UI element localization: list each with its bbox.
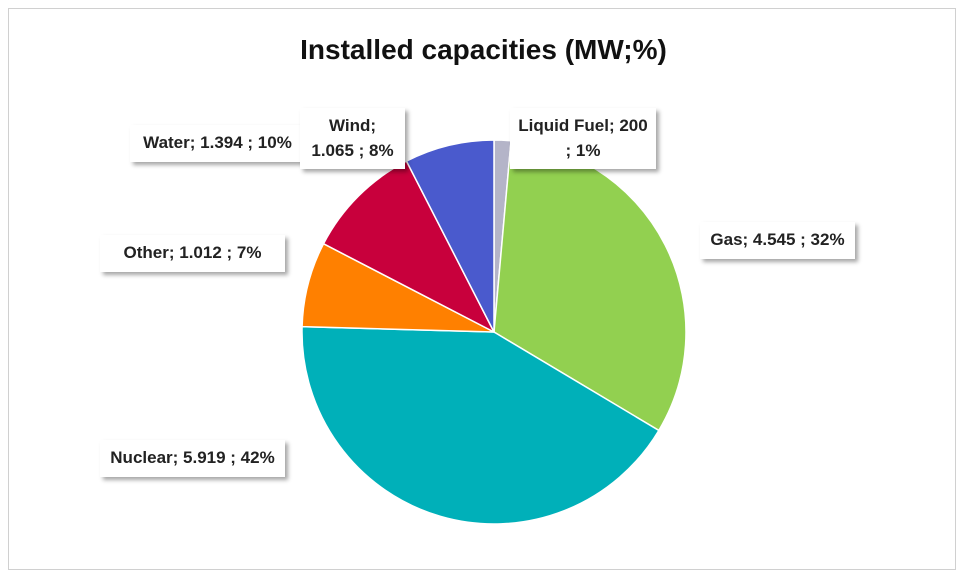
data-label: Water; 1.394 ; 10% xyxy=(130,125,305,162)
data-label: Other; 1.012 ; 7% xyxy=(100,235,285,272)
chart-title: Installed capacities (MW;%) xyxy=(300,34,667,65)
data-label: Liquid Fuel; 200 ; 1% xyxy=(510,108,656,170)
chart-frame xyxy=(8,8,956,570)
data-label: Nuclear; 5.919 ; 42% xyxy=(100,440,285,477)
data-label: Wind; 1.065 ; 8% xyxy=(300,108,405,170)
pie-slice xyxy=(301,325,660,525)
pie-slice xyxy=(405,139,495,333)
data-label: Gas; 4.545 ; 32% xyxy=(700,222,855,259)
